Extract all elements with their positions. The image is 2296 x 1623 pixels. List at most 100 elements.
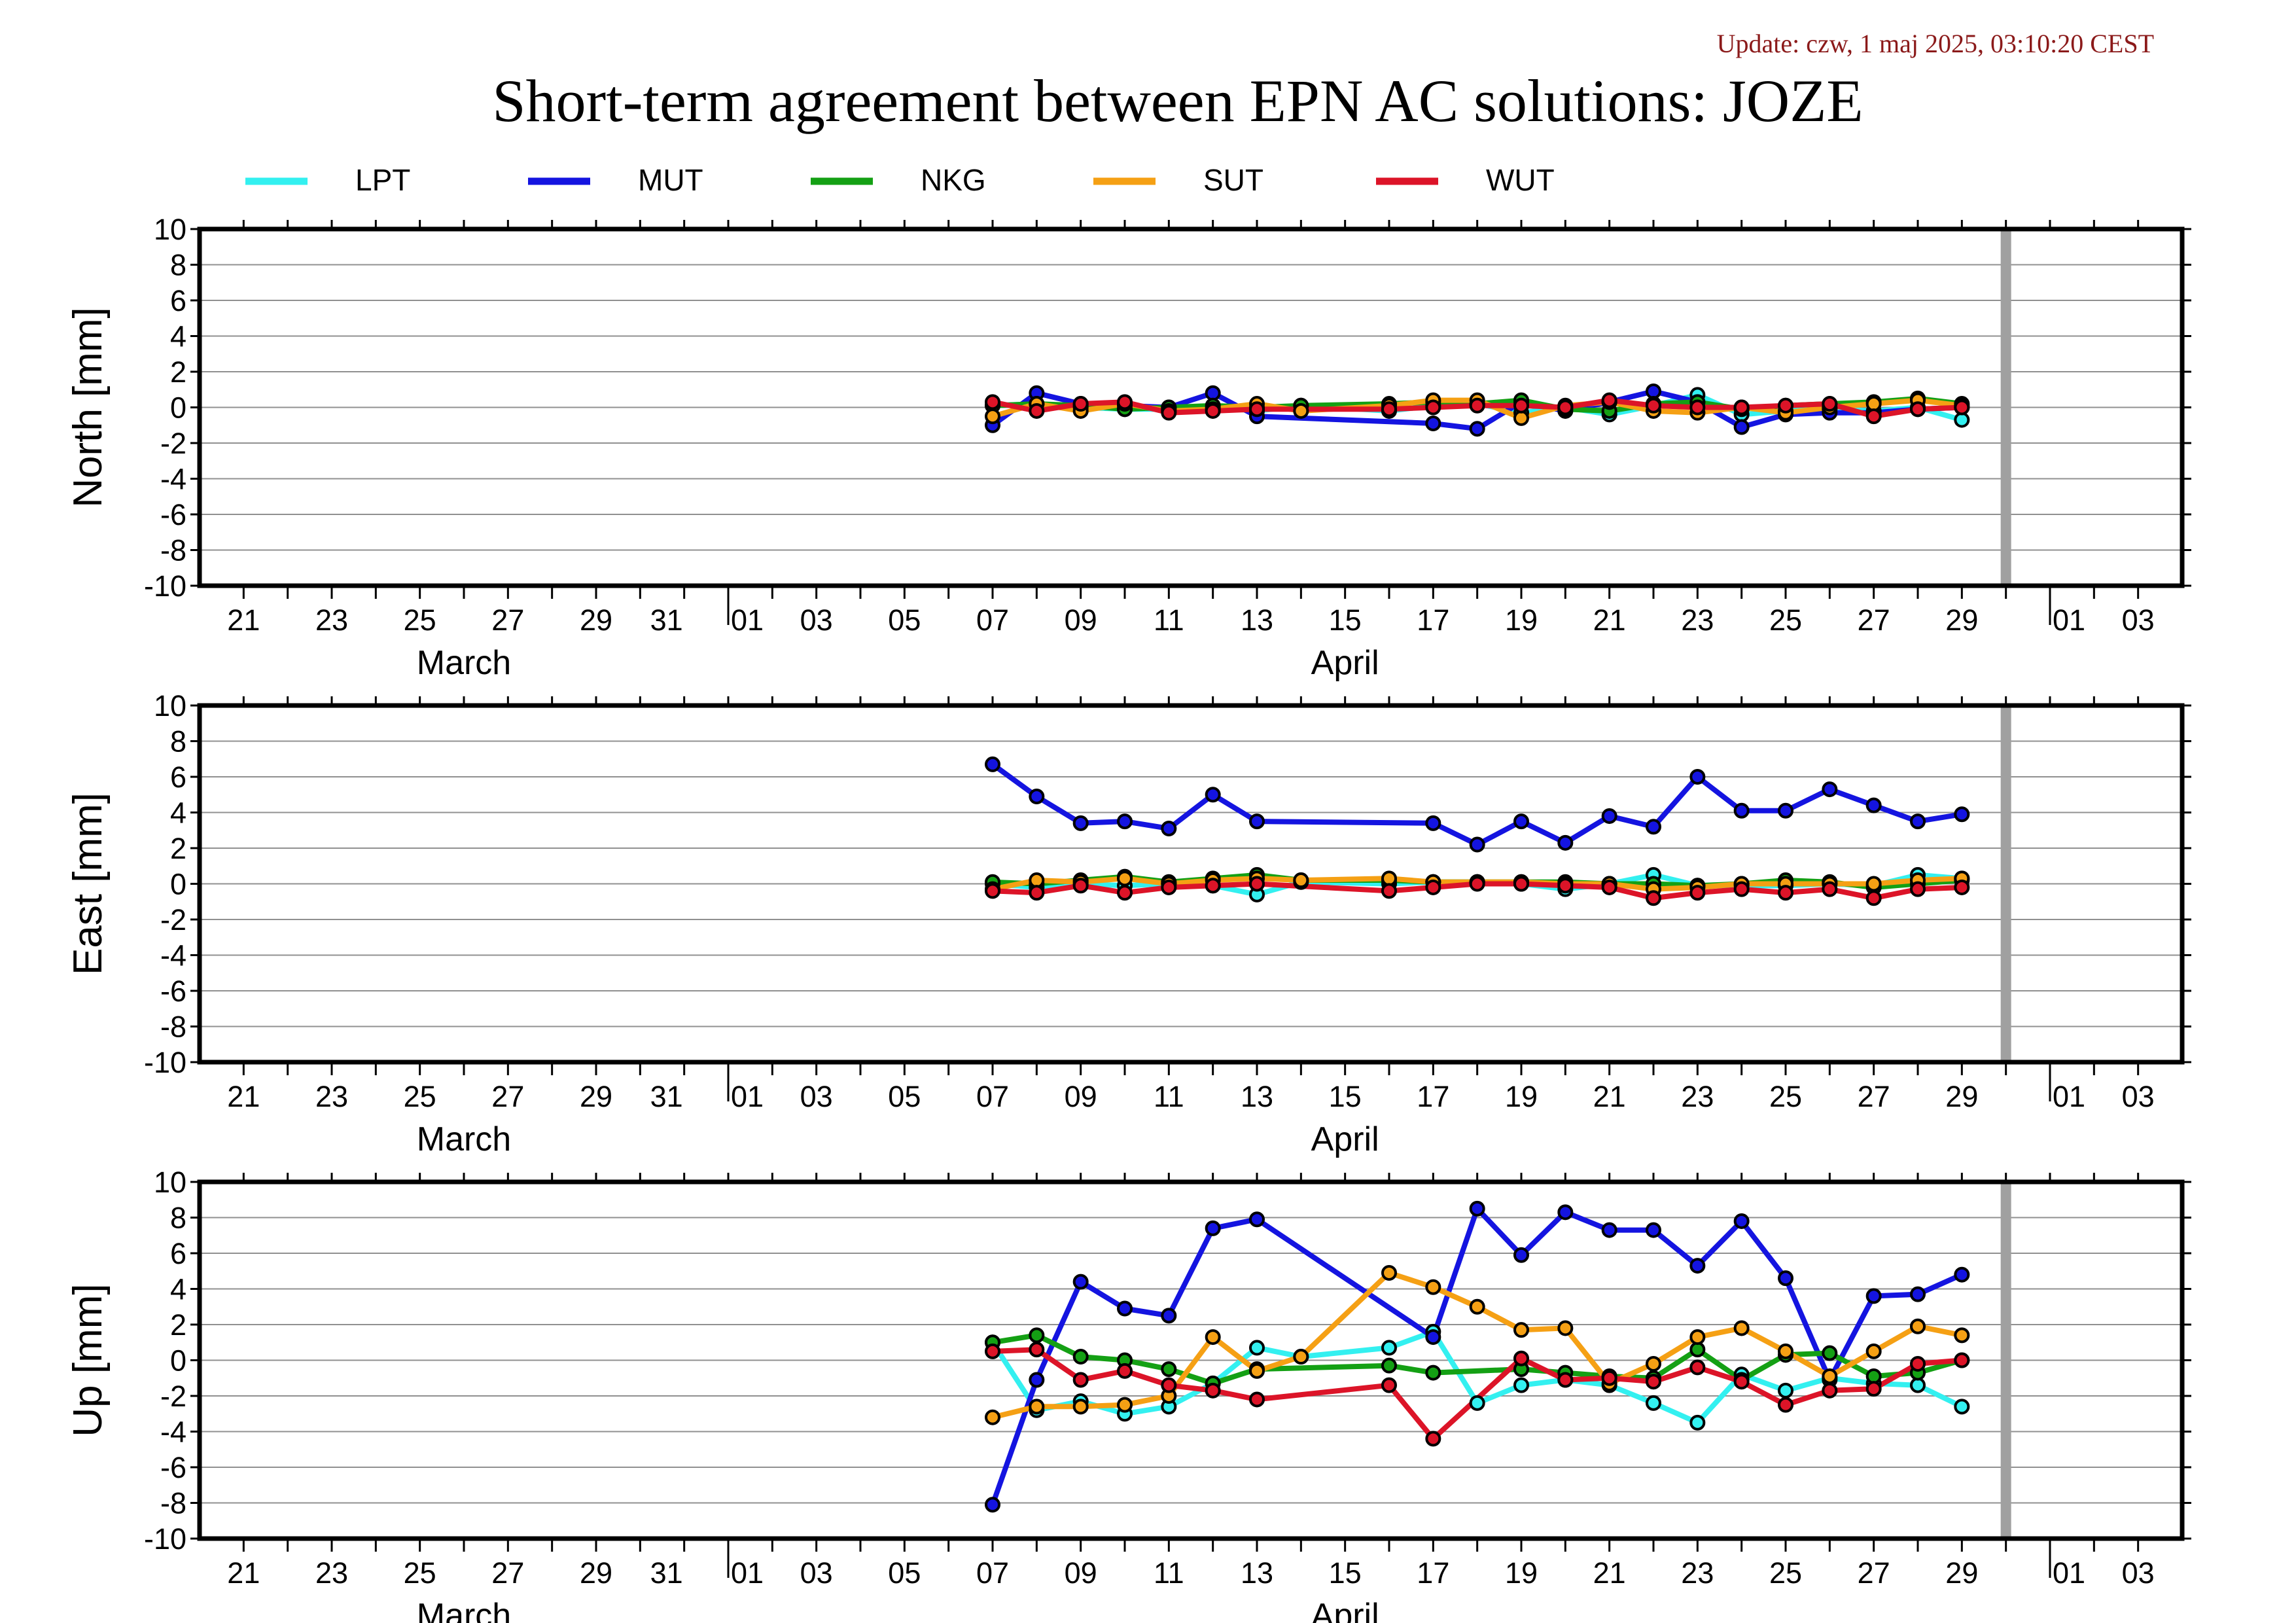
x-tick-label: 01 xyxy=(731,1556,764,1590)
month-label-march: March xyxy=(417,1120,511,1158)
data-point-wut xyxy=(1954,879,1970,895)
data-point-mut xyxy=(1117,813,1133,830)
data-point-wut xyxy=(1733,1374,1750,1390)
data-point-mut xyxy=(1733,802,1750,819)
data-point-wut xyxy=(1646,397,1661,414)
x-tick-label: 25 xyxy=(1769,603,1802,637)
data-point-mut xyxy=(1469,421,1485,437)
data-point-wut xyxy=(1029,885,1045,901)
y-tick-label: -4 xyxy=(160,939,186,972)
data-point-wut xyxy=(1733,399,1750,416)
data-point-lpt xyxy=(1381,1340,1397,1356)
data-point-wut xyxy=(1205,878,1221,894)
data-point-sut xyxy=(1865,396,1882,412)
data-point-wut xyxy=(1117,394,1133,410)
data-point-mut xyxy=(985,1497,1000,1513)
data-point-mut xyxy=(1778,1270,1793,1287)
y-tick-label: -6 xyxy=(160,498,186,531)
data-point-wut xyxy=(1029,402,1045,419)
x-tick-label: 15 xyxy=(1329,1556,1362,1590)
data-point-sut xyxy=(1029,872,1045,889)
data-point-mut xyxy=(1910,1286,1926,1302)
plot-frame xyxy=(197,1179,2185,1541)
y-tick-label: 0 xyxy=(170,868,186,901)
data-point-mut xyxy=(1205,787,1221,803)
data-point-mut xyxy=(1072,1274,1089,1290)
current-date-marker xyxy=(2000,705,2011,1062)
x-tick-label: 19 xyxy=(1505,1556,1538,1590)
data-point-lpt xyxy=(1954,412,1970,428)
x-tick-label: 03 xyxy=(2122,1080,2155,1113)
legend-label-mut: MUT xyxy=(638,163,703,197)
data-point-sut xyxy=(1822,1368,1838,1385)
data-point-wut xyxy=(1910,1355,1926,1372)
y-axis-label: East [mm] xyxy=(65,793,111,975)
data-point-mut xyxy=(1822,781,1838,798)
data-point-wut xyxy=(1822,396,1838,412)
y-axis-label: Up [mm] xyxy=(65,1283,111,1436)
x-tick-label: 15 xyxy=(1329,1080,1362,1113)
data-point-sut xyxy=(1910,1318,1926,1334)
data-point-wut xyxy=(1557,878,1574,894)
x-tick-label: 31 xyxy=(650,603,683,637)
x-tick-label: 27 xyxy=(1858,1080,1890,1113)
data-point-mut xyxy=(1513,1247,1529,1263)
data-point-nkg xyxy=(1072,1349,1089,1365)
x-tick-label: 27 xyxy=(1858,1556,1890,1590)
y-tick-label: 2 xyxy=(170,832,186,865)
data-point-sut xyxy=(1954,1327,1970,1344)
data-point-wut xyxy=(1249,1391,1265,1408)
data-point-sut xyxy=(985,408,1000,425)
x-tick-label: 21 xyxy=(1593,603,1626,637)
data-point-lpt xyxy=(1469,1395,1485,1411)
data-point-sut xyxy=(1513,1322,1529,1338)
data-point-wut xyxy=(1381,1377,1397,1393)
x-tick-label: 29 xyxy=(1945,1080,1978,1113)
data-point-sut xyxy=(1381,1264,1397,1281)
data-point-mut xyxy=(1425,815,1441,831)
x-tick-label: 21 xyxy=(227,603,260,637)
data-point-mut xyxy=(1513,813,1529,830)
x-tick-label: 23 xyxy=(1681,1556,1714,1590)
data-point-wut xyxy=(1646,1374,1661,1390)
data-point-sut xyxy=(1117,870,1133,887)
y-tick-label: 4 xyxy=(170,796,186,830)
x-tick-label: 11 xyxy=(1154,603,1184,637)
data-point-mut xyxy=(1689,769,1706,785)
y-tick-label: -8 xyxy=(160,1010,186,1044)
y-tick-label: -4 xyxy=(160,1416,186,1449)
data-point-wut xyxy=(1689,1359,1706,1376)
x-tick-label: 01 xyxy=(2053,1080,2085,1113)
data-point-wut xyxy=(1249,876,1265,892)
data-point-wut xyxy=(1072,878,1089,894)
update-timestamp: Update: czw, 1 maj 2025, 03:10:20 CEST xyxy=(1717,29,2154,58)
data-point-mut xyxy=(1646,819,1661,835)
data-point-wut xyxy=(1161,404,1177,421)
data-point-nkg xyxy=(1029,1327,1045,1344)
x-tick-label: 19 xyxy=(1505,603,1538,637)
x-tick-label: 21 xyxy=(1593,1080,1626,1113)
data-point-wut xyxy=(1822,1382,1838,1399)
data-point-sut xyxy=(1646,1355,1661,1372)
x-tick-label: 09 xyxy=(1065,603,1097,637)
y-tick-label: 6 xyxy=(170,284,186,317)
y-tick-label: 2 xyxy=(170,355,186,389)
data-point-wut xyxy=(1513,876,1529,892)
current-date-marker xyxy=(2000,1182,2011,1539)
series-line-lpt xyxy=(990,1329,1964,1425)
data-point-wut xyxy=(985,1343,1000,1359)
y-tick-label: -2 xyxy=(160,903,186,936)
data-point-sut xyxy=(1293,402,1309,419)
data-point-wut xyxy=(1205,1382,1221,1399)
y-tick-label: -4 xyxy=(160,463,186,496)
x-tick-label: 01 xyxy=(2053,1556,2085,1590)
x-tick-label: 29 xyxy=(580,1080,612,1113)
data-point-sut xyxy=(1117,1397,1133,1413)
x-tick-label: 17 xyxy=(1417,1080,1449,1113)
data-point-mut xyxy=(1249,813,1265,830)
x-tick-label: 03 xyxy=(800,603,833,637)
data-point-wut xyxy=(1117,885,1133,901)
legend: LPT MUT NKG SUT WUT xyxy=(245,163,1555,197)
